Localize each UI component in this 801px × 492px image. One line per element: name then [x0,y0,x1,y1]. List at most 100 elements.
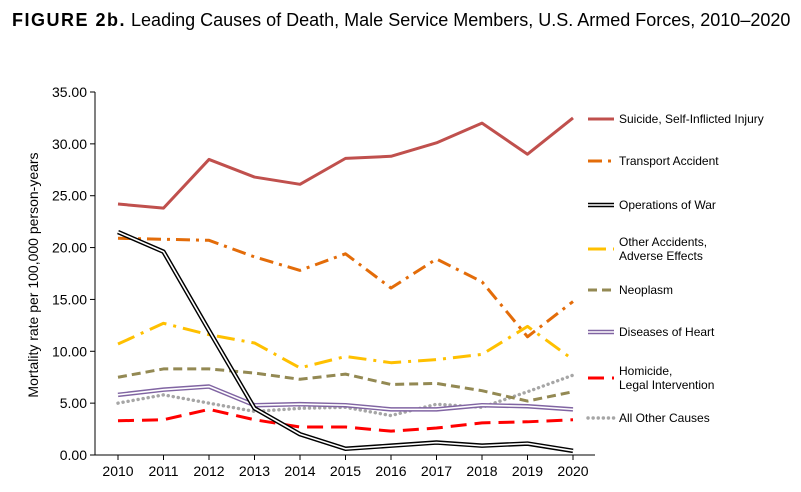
operations-of-war-point [117,231,120,234]
other-accidents-adverse-effects-point [344,355,347,358]
all-other-causes-point [526,390,529,393]
x-tick-label: 2020 [557,463,588,479]
homicide-legal-intervention-point [435,427,438,430]
legend-label: Diseases of Heart [619,325,715,339]
x-tick-label: 2014 [284,463,315,479]
y-tick-label: 30.00 [52,136,87,152]
neoplasm-point [344,373,347,376]
transport-accident-point [162,238,165,241]
all-other-causes-point [208,402,211,405]
legend-item-neoplasm: Neoplasm [588,283,673,297]
legend-label: Homicide, [619,364,672,378]
chart-axes: 0.00 5.00 10.00 15.00 20.00 25.00 30.00 35.00 20… [52,84,595,479]
legend-label: Other Accidents, [619,235,707,249]
homicide-legal-intervention-point [390,430,393,433]
neoplasm-point [435,382,438,385]
transport-accident-point [526,335,529,338]
x-tick-label: 2011 [148,463,178,479]
x-tick-label: 2019 [512,463,543,479]
series-neoplasm [117,367,575,403]
suicide-self-inflicted-injury-line [117,116,574,210]
neoplasm-point [162,367,165,370]
transport-accident-point [208,239,211,242]
operations-of-war-line-inner [117,231,574,452]
operations-of-war-point [390,444,393,447]
legend-item-diseases-of-heart: Diseases of Heart [588,325,715,339]
diseases-of-heart-point [162,388,165,391]
legend-item-suicide-self-inflicted-injury: Suicide, Self-Inflicted Injury [588,112,764,126]
transport-accident-point [117,237,120,240]
transport-accident-point [299,269,302,272]
suicide-self-inflicted-injury-point [162,207,165,210]
homicide-legal-intervention-point [572,418,575,421]
neoplasm-point [526,400,529,403]
other-accidents-adverse-effects-point [253,341,256,344]
all-other-causes-point [572,374,575,377]
neoplasm-point [117,376,120,379]
neoplasm-point [390,383,393,386]
transport-accident-point [435,257,438,260]
chart-legend: Suicide, Self-Inflicted Injury Transport … [586,112,764,425]
suicide-self-inflicted-injury-point [344,157,347,160]
x-tick-label: 2018 [466,463,497,479]
operations-of-war-point [299,433,302,436]
operations-of-war-point [162,250,165,253]
other-accidents-adverse-effects-line [117,321,574,370]
homicide-legal-intervention-line [117,407,574,433]
transport-accident-point [390,287,393,290]
series-suicide-self-inflicted-injury [117,116,574,210]
transport-accident-point [253,255,256,258]
y-tick-label: 25.00 [52,188,87,204]
series-operations-of-war [117,229,574,454]
y-tick-label: 20.00 [52,240,87,256]
other-accidents-adverse-effects-point [435,358,438,361]
all-other-causes-point [390,414,393,417]
operations-of-war-point [435,441,438,444]
neoplasm-point [481,389,484,392]
all-other-causes-point [117,402,120,405]
neoplasm-point [299,378,302,381]
diseases-of-heart-point [117,393,120,396]
other-accidents-adverse-effects-point [572,358,575,361]
diseases-of-heart-point [435,408,438,411]
legend-label: Neoplasm [619,283,673,297]
suicide-self-inflicted-injury-point [253,176,256,179]
transport-accident-line [117,236,574,339]
transport-accident-point [344,252,347,255]
series-homicide-legal-intervention [117,407,575,433]
homicide-legal-intervention-point [162,418,165,421]
neoplasm-point [572,390,575,393]
legend-item-operations-of-war: Operations of War [588,198,716,212]
suicide-self-inflicted-injury-point [526,153,529,156]
figure-title-text: Leading Causes of Death, Male Service Me… [131,10,791,30]
suicide-self-inflicted-injury-point [117,203,120,206]
legend-item-all-other-causes: All Other Causes [586,411,710,425]
all-other-causes-point [435,403,438,406]
operations-of-war-point [208,329,211,332]
all-other-causes-line [116,373,575,418]
x-tick-label: 2010 [102,463,133,479]
suicide-self-inflicted-injury-point [390,155,393,158]
y-tick-label: 10.00 [52,343,87,359]
other-accidents-adverse-effects-point [117,343,120,346]
suicide-self-inflicted-injury-point [481,122,484,125]
series-layer [116,116,575,454]
neoplasm-point [208,367,211,370]
x-tick-label: 2016 [375,463,406,479]
legend-label: Operations of War [619,198,716,212]
operations-of-war-point [481,444,484,447]
all-other-causes-point [162,393,165,396]
all-other-causes-point [299,407,302,410]
diseases-of-heart-point [526,405,529,408]
legend-label: Suicide, Self-Inflicted Injury [619,112,764,126]
x-tick-label: 2012 [193,463,224,479]
homicide-legal-intervention-point [299,425,302,428]
legend-label: Transport Accident [619,154,719,168]
y-tick-label: 5.00 [60,395,87,411]
y-axis-label: Mortality rate per 100,000 person-years [25,152,41,397]
homicide-legal-intervention-point [253,418,256,421]
operations-of-war-point [253,407,256,410]
other-accidents-adverse-effects-point [481,353,484,356]
suicide-self-inflicted-injury-point [208,158,211,161]
